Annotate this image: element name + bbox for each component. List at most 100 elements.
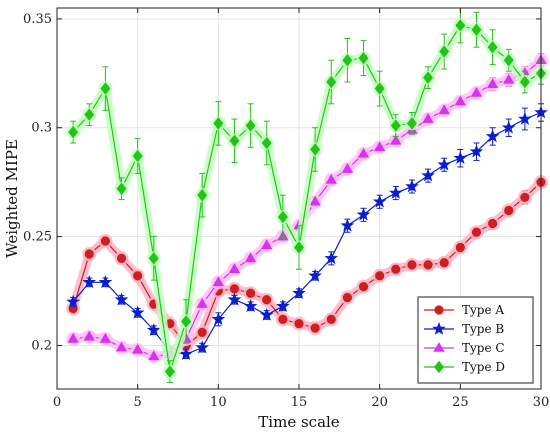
data-point — [520, 192, 530, 203]
data-point — [342, 292, 352, 303]
data-point — [471, 23, 482, 37]
data-point — [229, 284, 240, 294]
data-point — [148, 252, 159, 265]
x-tick-label: 10 — [210, 395, 227, 410]
x-tick-label: 25 — [452, 395, 469, 410]
data-point — [212, 276, 224, 287]
data-point — [100, 236, 111, 246]
data-point — [310, 143, 321, 156]
data-point — [487, 40, 498, 54]
data-point — [341, 163, 354, 173]
data-point — [179, 347, 193, 360]
x-tick-label: 30 — [533, 395, 550, 410]
data-point — [407, 260, 417, 270]
data-point — [259, 307, 274, 321]
data-point — [405, 179, 419, 193]
y-tick-label: 0.3 — [31, 121, 52, 136]
axis-ticks: 0 5 10 15 20 25 30 0.2 0.25 0.3 0.35 — [23, 8, 549, 410]
legend-label: Type D — [462, 360, 505, 374]
data-point — [356, 207, 371, 221]
data-point — [84, 108, 95, 121]
data-point — [471, 227, 482, 237]
data-point — [501, 120, 516, 134]
data-point — [439, 258, 449, 268]
data-point — [227, 292, 242, 306]
data-point — [262, 295, 272, 305]
data-point — [114, 292, 129, 306]
series-type-d — [66, 7, 548, 383]
x-tick-label: 5 — [134, 395, 142, 410]
data-point — [84, 249, 94, 259]
data-point — [116, 182, 127, 195]
data-point — [486, 78, 499, 88]
data-point — [278, 314, 288, 324]
data-point — [325, 173, 337, 184]
data-point — [197, 327, 207, 337]
data-point — [133, 271, 143, 281]
data-point — [326, 314, 336, 324]
data-point — [213, 117, 224, 130]
data-point — [243, 299, 258, 313]
data-point — [82, 275, 97, 289]
data-point — [423, 71, 434, 84]
series-type-b — [66, 103, 548, 360]
data-point — [116, 253, 127, 263]
data-point — [469, 144, 484, 158]
legend-marker — [433, 341, 445, 352]
data-point — [326, 75, 337, 89]
x-axis-label: Time scale — [258, 413, 340, 431]
data-point — [294, 319, 304, 329]
data-point — [439, 45, 450, 58]
data-point — [196, 298, 208, 308]
data-point — [245, 119, 256, 132]
y-tick-label: 0.2 — [31, 338, 52, 353]
legend-label: Type B — [462, 322, 504, 336]
series-layer — [66, 7, 548, 383]
data-point — [309, 195, 321, 206]
data-point — [391, 264, 401, 274]
data-point — [68, 125, 79, 139]
legend-item: Type B — [424, 321, 504, 336]
data-point — [453, 151, 468, 165]
data-point — [422, 113, 434, 123]
x-tick-label: 15 — [291, 395, 308, 410]
data-point — [518, 111, 532, 125]
data-point — [100, 82, 111, 95]
data-point — [148, 350, 160, 361]
legend-label: Type A — [462, 303, 504, 317]
data-point — [246, 288, 256, 298]
data-point — [98, 275, 113, 289]
data-point — [195, 340, 210, 354]
y-tick-label: 0.35 — [23, 12, 52, 27]
data-point — [310, 323, 320, 333]
data-point — [455, 242, 465, 253]
data-point — [294, 241, 304, 254]
data-point — [357, 147, 370, 158]
data-point — [211, 312, 226, 326]
data-point — [454, 95, 466, 106]
data-point — [519, 75, 530, 89]
legend-marker — [432, 321, 446, 335]
data-point — [276, 299, 290, 313]
data-point — [438, 104, 450, 115]
data-point — [132, 343, 144, 354]
legend-item: Type A — [424, 303, 504, 317]
data-point — [99, 332, 112, 343]
data-point — [228, 263, 241, 274]
data-point — [342, 54, 353, 67]
data-point — [115, 341, 128, 352]
data-point — [390, 134, 402, 145]
data-point — [487, 218, 498, 229]
data-point — [374, 82, 385, 95]
data-point — [503, 54, 514, 67]
x-tick-label: 20 — [371, 395, 388, 410]
legend-marker — [434, 360, 444, 374]
data-point — [437, 157, 452, 171]
data-point — [504, 205, 514, 216]
data-point — [164, 365, 175, 378]
data-point — [132, 149, 143, 163]
legend-item: Type C — [424, 341, 505, 355]
legend-label: Type C — [462, 341, 505, 355]
data-point — [324, 251, 339, 265]
